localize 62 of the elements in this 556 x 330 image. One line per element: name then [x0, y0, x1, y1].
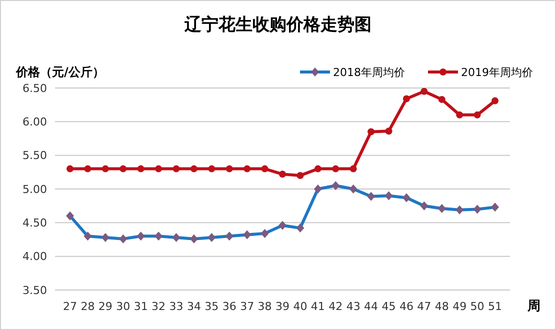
point	[226, 165, 233, 172]
point	[66, 165, 74, 172]
x-tick-label: 33	[169, 300, 184, 313]
point	[438, 96, 446, 103]
point	[420, 88, 428, 95]
point	[208, 165, 216, 172]
x-tick-label: 27	[63, 300, 77, 313]
x-tick-label: 42	[328, 300, 343, 313]
point	[456, 111, 464, 118]
x-tick-label: 34	[186, 300, 201, 313]
x-tick-label: 36	[222, 300, 236, 313]
point	[120, 165, 127, 172]
x-tick-label: 32	[152, 300, 166, 313]
point	[279, 170, 286, 178]
point	[314, 165, 322, 172]
x-tick-label: 40	[293, 300, 308, 313]
point	[84, 165, 92, 172]
x-tick-label: 30	[116, 300, 130, 313]
y-tick-label: 4.00	[22, 250, 47, 264]
x-tick-label: 41	[310, 300, 325, 313]
legend-label: 2019年周均价	[461, 66, 533, 79]
point	[332, 165, 340, 172]
point	[492, 97, 498, 104]
x-tick-label: 31	[134, 300, 148, 313]
x-tick-label: 38	[258, 300, 272, 313]
x-tick-label: 49	[452, 300, 467, 313]
x-tick-label: 51	[488, 300, 502, 313]
point	[385, 128, 392, 135]
chart-title: 辽宁花生收购价格走势图	[184, 15, 372, 35]
x-tick-label: 48	[434, 300, 449, 313]
y-tick-label: 4.50	[22, 216, 47, 230]
point	[155, 165, 162, 172]
x-tick-label: 37	[240, 300, 254, 313]
x-tick-label: 50	[470, 300, 484, 313]
x-tick-label: 39	[276, 300, 290, 313]
y-tick-label: 5.00	[22, 182, 47, 196]
x-tick-label: 35	[204, 300, 219, 313]
x-tick-label: 46	[399, 300, 414, 313]
x-tick-label: 29	[98, 300, 112, 313]
legend-label: 2018年周均价	[333, 66, 405, 79]
x-tick-label: 28	[80, 300, 95, 313]
point	[368, 128, 375, 136]
point	[102, 165, 109, 172]
point	[261, 165, 268, 172]
y-tick-label: 6.50	[22, 82, 47, 95]
point	[350, 165, 357, 172]
x-tick-label: 47	[417, 300, 432, 313]
point	[190, 165, 198, 172]
point	[296, 172, 304, 180]
y-tick-label: 3.50	[22, 284, 47, 297]
x-axis-title: 周	[526, 299, 540, 314]
point	[244, 165, 251, 172]
y-axis-title: 价格（元/公斤）	[15, 65, 104, 79]
x-tick-label: 43	[346, 300, 360, 313]
point	[137, 165, 144, 172]
point	[474, 111, 481, 118]
y-tick-label: 5.50	[22, 149, 47, 162]
y-tick-label: 6.00	[22, 116, 47, 129]
point	[402, 95, 410, 102]
x-tick-label: 44	[364, 300, 378, 313]
point	[172, 165, 180, 172]
x-tick-label: 45	[382, 300, 396, 313]
